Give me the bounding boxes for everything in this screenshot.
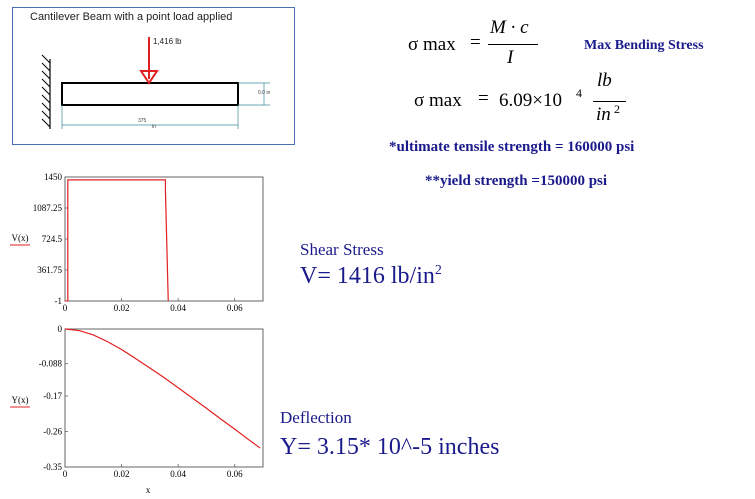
beam-figure-title: Cantilever Beam with a point load applie… — [30, 11, 233, 23]
series-line — [64, 328, 261, 449]
y-axis-label: V(x) — [12, 233, 29, 243]
shear-value-text: V= 1416 lb/in — [300, 263, 435, 289]
sigma1-denominator: I — [507, 47, 514, 68]
y-tick-label: -0.17 — [43, 391, 62, 401]
y-tick-label: -0.088 — [39, 359, 63, 369]
y-tick-label: -0.35 — [43, 462, 62, 472]
x-tick-label: 0.02 — [114, 303, 130, 313]
x-tick-label: 0.04 — [170, 303, 186, 313]
beam-diagram — [41, 37, 270, 129]
sigma2-unit-den-exponent: 2 — [614, 102, 620, 116]
sigma2-unit-numerator: lb — [597, 70, 612, 91]
load-arrow-head — [139, 70, 159, 85]
deflection-plot: 0 0.02 0.04 0.06 0 -0.088 -0.17 -0.26 -0.35 Y(x) x — [10, 324, 264, 495]
yield-strength: **yield strength =150000 psi — [425, 173, 608, 189]
sigma-max-lhs-2: σ max — [414, 90, 462, 111]
x-tick-label: 0.04 — [170, 469, 186, 479]
beam-figure-frame — [12, 7, 295, 145]
deflection-title: Deflection — [280, 408, 352, 427]
wall-hatch — [41, 54, 51, 128]
shear-value-exponent: 2 — [434, 263, 442, 278]
height-dimension-label: 0.0 in — [258, 90, 271, 96]
x-tick-label: 0 — [63, 469, 68, 479]
y-tick-label: 361.75 — [37, 265, 62, 275]
length-dimension-label: 375 — [138, 118, 147, 124]
x-axis-label: x — [146, 485, 151, 495]
sigma1-numerator: M · c — [490, 17, 529, 38]
sigma2-exponent: 4 — [576, 86, 582, 100]
max-bending-label: Max Bending Stress — [584, 38, 704, 53]
y-tick-label: 1450 — [44, 172, 63, 182]
x-tick-label: 0.06 — [227, 303, 243, 313]
y-tick-label: 724.5 — [42, 234, 63, 244]
length-dimension-unit: in — [152, 124, 156, 130]
sigma2-unit-bar — [593, 101, 626, 102]
y-tick-label: 1087.25 — [33, 203, 63, 213]
shear-stress-value: V= 1416 lb/in2 — [300, 263, 442, 290]
plot-area — [64, 328, 264, 468]
series-line — [65, 179, 169, 302]
sigma1-fraction-bar — [488, 44, 538, 45]
x-tick-label: 0 — [63, 303, 68, 313]
shear-plot: 0 0.02 0.04 0.06 1450 1087.25 724.5 361.75 -1 V(x… — [10, 172, 264, 313]
sigma2-unit-denominator: in — [596, 104, 611, 125]
equals-sign-2: = — [478, 88, 489, 109]
y-tick-label: -0.26 — [43, 427, 62, 437]
sigma2-value: 6.09×10 — [499, 90, 562, 111]
sigma-max-lhs-1: σ max — [408, 34, 456, 55]
y-axis-label: Y(x) — [12, 395, 29, 405]
deflection-value: Y= 3.15* 10^-5 inches — [280, 434, 500, 460]
x-tick-label: 0.02 — [114, 469, 130, 479]
x-tick-label: 0.06 — [227, 469, 243, 479]
y-tick-label: 0 — [58, 324, 63, 334]
plot-area — [64, 176, 264, 302]
shear-stress-title: Shear Stress — [300, 240, 384, 259]
load-label: 1,416 lb — [153, 37, 182, 46]
y-tick-label: -1 — [55, 296, 63, 306]
ultimate-tensile-strength: *ultimate tensile strength = 160000 psi — [389, 139, 635, 155]
beam-rect — [61, 82, 239, 106]
equals-sign-1: = — [470, 32, 481, 53]
